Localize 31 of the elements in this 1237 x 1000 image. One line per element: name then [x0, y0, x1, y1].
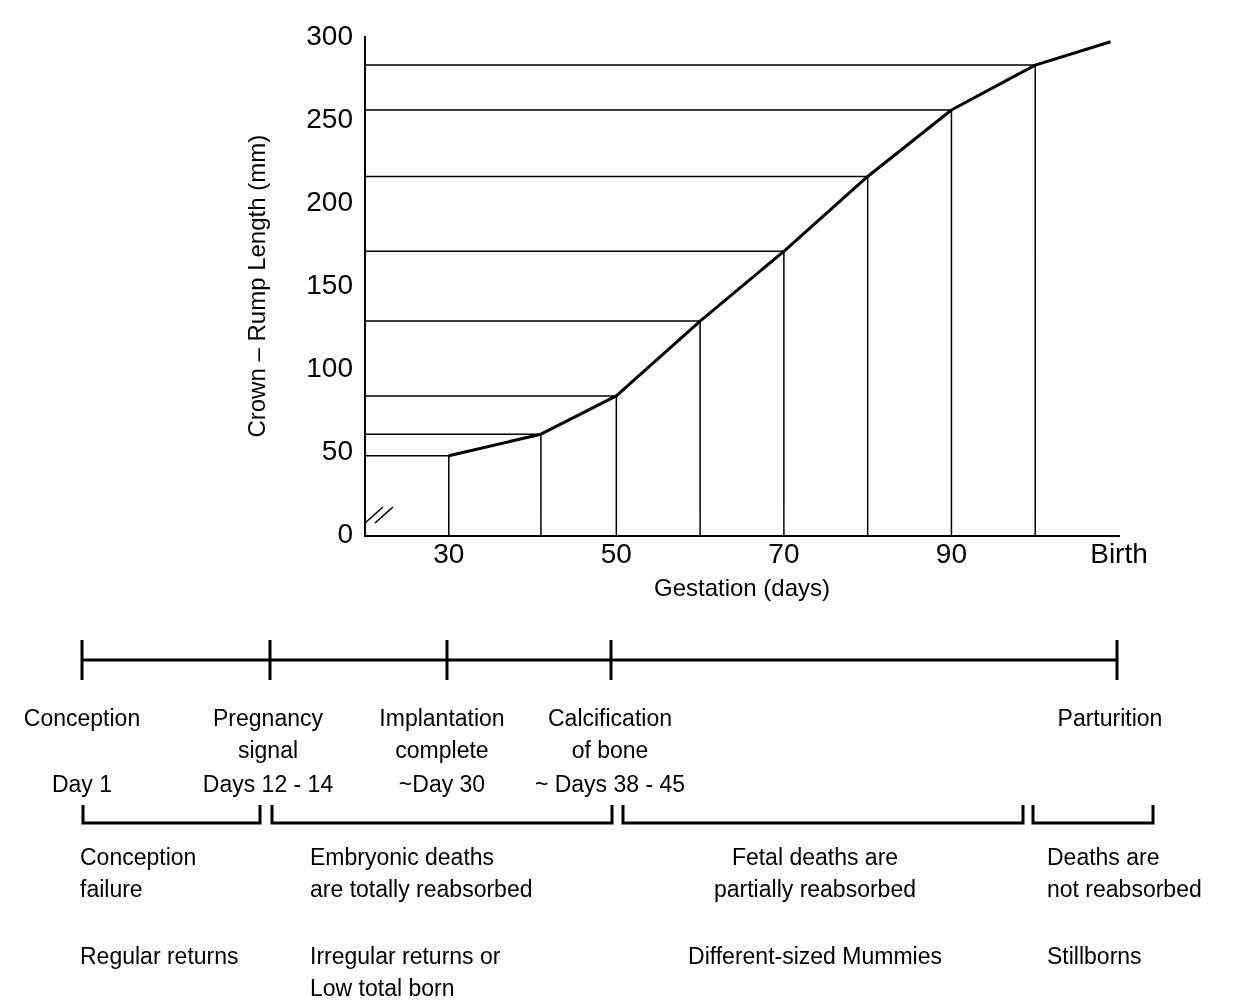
y-tick-label: 50: [321, 435, 353, 467]
y-tick-label: 150: [306, 268, 353, 300]
x-axis-title: Gestation (days): [653, 574, 831, 602]
text: Embryonic deaths are totally reabsorbed: [310, 843, 533, 904]
text: Days 12 - 14: [201, 770, 335, 799]
text: Different-sized Mummies: [687, 942, 943, 971]
y-axis-title: Crown – Rump Length (mm): [243, 134, 271, 438]
text: ~ Days 38 - 45: [533, 770, 687, 799]
text: Conception: [22, 704, 142, 733]
text: Fetal deaths are partially reabsorbed: [713, 843, 917, 904]
x-tick-label: 70: [768, 538, 800, 570]
x-tick-label: 30: [433, 538, 465, 570]
text: Deaths are not reabsorbed: [1047, 843, 1202, 904]
text: Day 1: [50, 770, 114, 799]
y-tick-label: 0: [337, 518, 353, 550]
text: Pregnancy signal: [212, 704, 324, 765]
y-tick-label: 250: [306, 102, 353, 134]
text: Conception failure: [80, 843, 197, 904]
text: Calcification of bone: [547, 704, 673, 765]
text: Regular returns: [80, 942, 239, 971]
x-tick-label: Birth: [1090, 538, 1148, 570]
y-tick-label: 100: [306, 352, 353, 384]
x-tick-label: 90: [935, 538, 968, 570]
text: ~Day 30: [398, 771, 486, 797]
text: Irregular returns or Low total born: [310, 942, 501, 1000]
text: Parturition: [1056, 704, 1164, 733]
text: Stillborns: [1047, 942, 1142, 971]
x-tick-label: 50: [600, 538, 632, 570]
y-tick-label: 200: [306, 185, 353, 217]
text: Implantation complete: [378, 704, 506, 765]
y-tick-label: 300: [306, 19, 353, 51]
